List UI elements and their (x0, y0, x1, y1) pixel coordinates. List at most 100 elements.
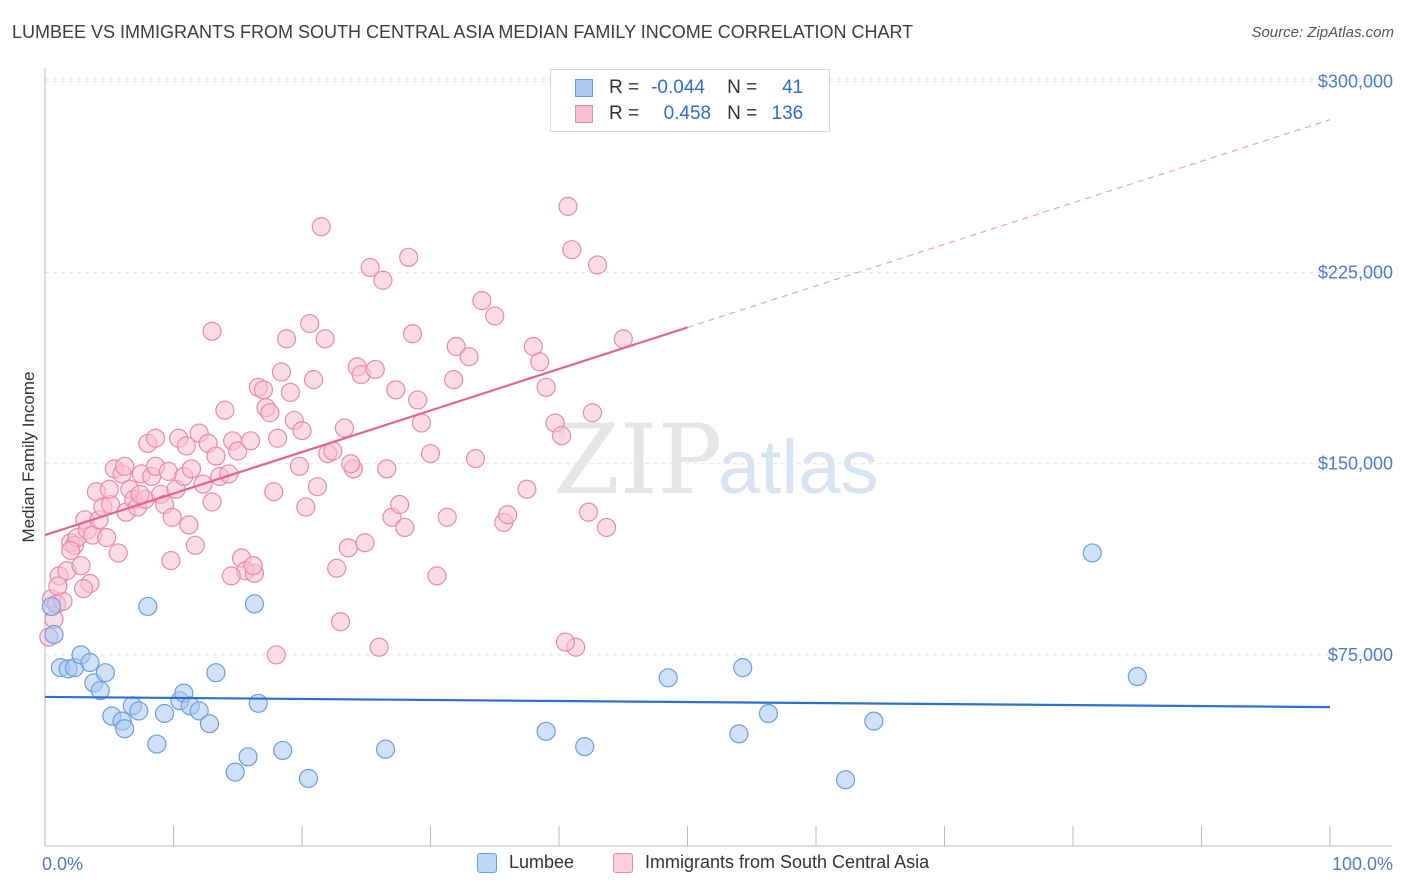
immigrants-point (243, 556, 263, 576)
immigrants-point (459, 347, 479, 367)
immigrants-point (551, 426, 572, 446)
legend-n-value: 41 (782, 77, 804, 98)
lumbee-point (129, 701, 149, 721)
lumbee-point (729, 724, 749, 744)
lumbee-point (189, 701, 209, 721)
legend-swatch-lumbee (477, 852, 497, 873)
immigrants-point (420, 443, 441, 464)
legend-swatch-immigrants (575, 105, 593, 123)
lumbee-point (225, 762, 245, 782)
correlation-legend: R = -0.044 N = 41 R = 0.458 N = 136 (550, 69, 830, 132)
immigrants-point (437, 507, 457, 527)
chart-source: Source: ZipAtlas.com (1251, 24, 1394, 41)
immigrants-point (145, 428, 166, 448)
immigrants-point (355, 533, 375, 553)
immigrants-point (315, 329, 335, 349)
lumbee-point (248, 693, 268, 713)
immigrants-point (444, 370, 464, 390)
immigrants-point (360, 257, 380, 278)
lumbee-point (199, 714, 220, 734)
immigrants-point (517, 479, 537, 499)
lumbee-point (147, 734, 167, 754)
lumbee-point (733, 658, 753, 678)
lumbee-point (154, 703, 175, 724)
legend-item-immigrants: Immigrants from South Central Asia (613, 852, 929, 873)
immigrants-point (472, 291, 492, 311)
immigrants-point (48, 576, 68, 596)
immigrants-point (338, 538, 358, 558)
immigrants-point (596, 517, 617, 538)
immigrants-point (386, 380, 406, 400)
trend-lines (44, 119, 1331, 709)
y-tick-label: $225,000 (1318, 263, 1393, 283)
lumbee-trend-line (44, 695, 1331, 709)
immigrants-point (411, 413, 432, 433)
immigrants-point (408, 390, 428, 410)
immigrants-point (446, 336, 466, 357)
immigrants-point (587, 255, 608, 275)
watermark-zip: ZIP (553, 404, 722, 516)
legend-item-lumbee: Lumbee (477, 852, 574, 873)
immigrants-trend-line (44, 326, 688, 537)
immigrants-point (221, 566, 241, 586)
legend-label-immigrants: Immigrants from South Central Asia (645, 852, 930, 872)
lumbee-point (375, 739, 396, 759)
immigrants-point (289, 456, 310, 476)
lumbee-point (206, 663, 226, 683)
y-tick-label: $150,000 (1318, 454, 1393, 474)
series-immigrants-points (39, 196, 633, 665)
lumbee-point (244, 594, 265, 614)
immigrants-point (365, 359, 385, 380)
immigrants-point (260, 403, 280, 423)
immigrants-point (558, 196, 578, 216)
immigrants-trend-line-extension (687, 119, 1331, 328)
immigrants-point (276, 329, 297, 349)
legend-label-lumbee: Lumbee (509, 852, 575, 872)
immigrants-point (176, 436, 196, 456)
watermark-atlas: atlas (718, 425, 879, 510)
legend-r-label: R = (609, 103, 640, 124)
immigrants-point (99, 479, 119, 499)
immigrants-point (71, 556, 91, 576)
immigrants-point (369, 637, 389, 657)
immigrants-point (327, 558, 347, 578)
immigrants-point (399, 247, 419, 267)
immigrants-point (530, 352, 550, 372)
immigrants-point (377, 459, 397, 479)
immigrants-point (330, 612, 351, 632)
immigrants-point (267, 428, 288, 448)
legend-r-label: R = (609, 77, 640, 98)
immigrants-point (61, 540, 81, 560)
immigrants-point (485, 306, 505, 326)
x-axis-ticks (44, 826, 1331, 846)
lumbee-point (90, 680, 110, 701)
immigrants-point (307, 477, 328, 497)
immigrants-point (162, 507, 182, 527)
y-axis-label: Median Family Income (19, 371, 38, 542)
immigrants-point (303, 370, 324, 390)
legend-r-value: 0.458 (663, 103, 712, 124)
x-tick-label-0: 0.0% (42, 854, 83, 874)
lumbee-point (536, 721, 556, 741)
immigrants-point (296, 497, 316, 517)
immigrants-point (202, 492, 222, 512)
immigrants-point (161, 550, 181, 571)
immigrants-point (582, 403, 603, 423)
immigrants-point (280, 382, 301, 402)
immigrants-point (185, 535, 205, 555)
immigrants-point (206, 446, 226, 466)
lumbee-point (658, 668, 678, 688)
immigrants-point (202, 321, 222, 341)
immigrants-point (130, 484, 150, 504)
lumbee-point (80, 652, 100, 673)
immigrants-point (292, 421, 312, 441)
y-tick-label: $300,000 (1318, 71, 1393, 91)
immigrants-point (97, 528, 117, 548)
lumbee-point (575, 737, 595, 757)
legend-r-value: -0.044 (651, 77, 705, 98)
legend-swatch-lumbee (575, 79, 593, 97)
immigrants-point (300, 313, 320, 334)
immigrants-point (266, 645, 286, 665)
immigrants-point (253, 380, 274, 400)
